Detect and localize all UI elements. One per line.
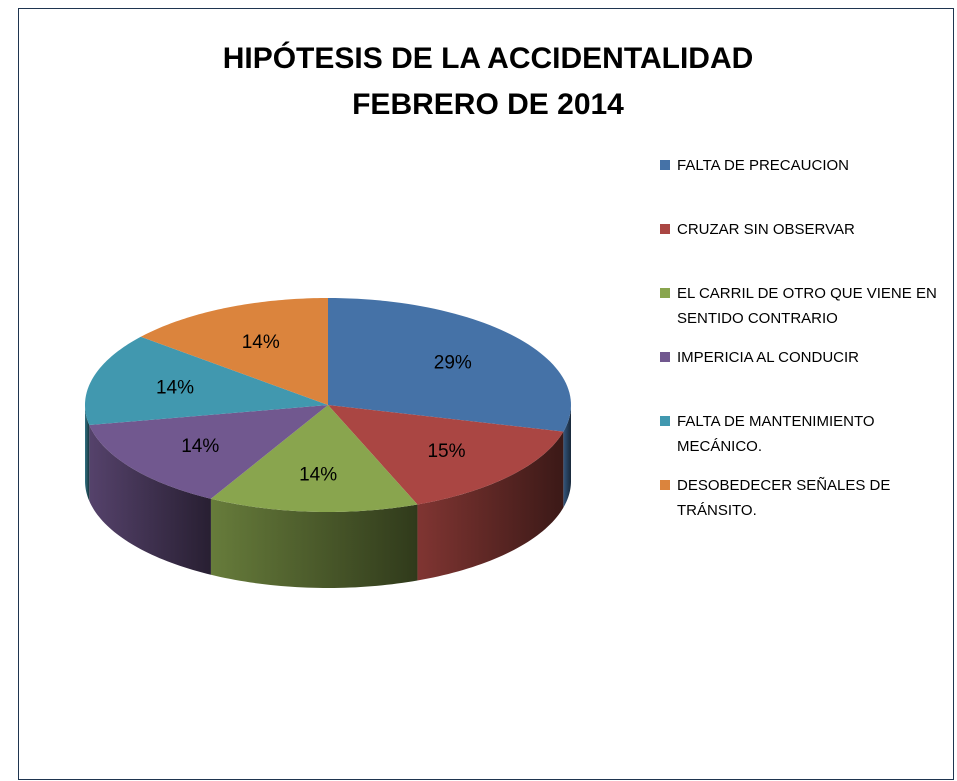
legend-label: FALTA DE PRECAUCION (677, 157, 849, 174)
chart-title: FEBRERO DE 2014 (352, 88, 624, 121)
pie-side (89, 425, 211, 575)
data-label: 14% (156, 378, 194, 399)
legend-swatch (660, 288, 670, 298)
chart-title: HIPÓTESIS DE LA ACCIDENTALIDAD (223, 41, 754, 75)
legend-label: EL CARRIL DE OTRO QUE VIENE EN SENTIDO C… (677, 285, 937, 327)
pie-slice (85, 336, 328, 426)
legend-swatch (660, 480, 670, 490)
legend-item: FALTA DE MANTENIMIENTO MECÁNICO. (660, 409, 950, 459)
legend-label: IMPERICIA AL CONDUCIR (677, 349, 859, 366)
pie-slice (140, 298, 328, 405)
data-label: 14% (299, 464, 337, 485)
data-label: 14% (181, 436, 219, 457)
legend-label: CRUZAR SIN OBSERVAR (677, 221, 855, 238)
pie-slice (210, 405, 418, 512)
pie-side (210, 498, 418, 588)
chart-frame (18, 8, 954, 780)
pie-side (563, 405, 571, 508)
legend-swatch (660, 224, 670, 234)
pie-slice (328, 298, 571, 432)
pie-slice (328, 405, 564, 505)
legend-item: CRUZAR SIN OBSERVAR (660, 217, 950, 242)
legend-swatch (660, 416, 670, 426)
legend-item: FALTA DE PRECAUCION (660, 153, 950, 178)
pie-slice (89, 405, 328, 499)
data-label: 15% (427, 441, 465, 462)
legend-label: FALTA DE MANTENIMIENTO MECÁNICO. (677, 413, 875, 455)
data-label: 14% (242, 332, 280, 353)
pie-side (417, 431, 564, 581)
data-label: 29% (434, 352, 472, 373)
pie-side (85, 405, 90, 502)
legend-label: DESOBEDECER SEÑALES DE TRÁNSITO. (677, 477, 891, 519)
legend-item: IMPERICIA AL CONDUCIR (660, 345, 950, 370)
legend-item: EL CARRIL DE OTRO QUE VIENE EN SENTIDO C… (660, 281, 950, 331)
legend-swatch (660, 352, 670, 362)
legend-swatch (660, 160, 670, 170)
legend-item: DESOBEDECER SEÑALES DE TRÁNSITO. (660, 473, 950, 523)
